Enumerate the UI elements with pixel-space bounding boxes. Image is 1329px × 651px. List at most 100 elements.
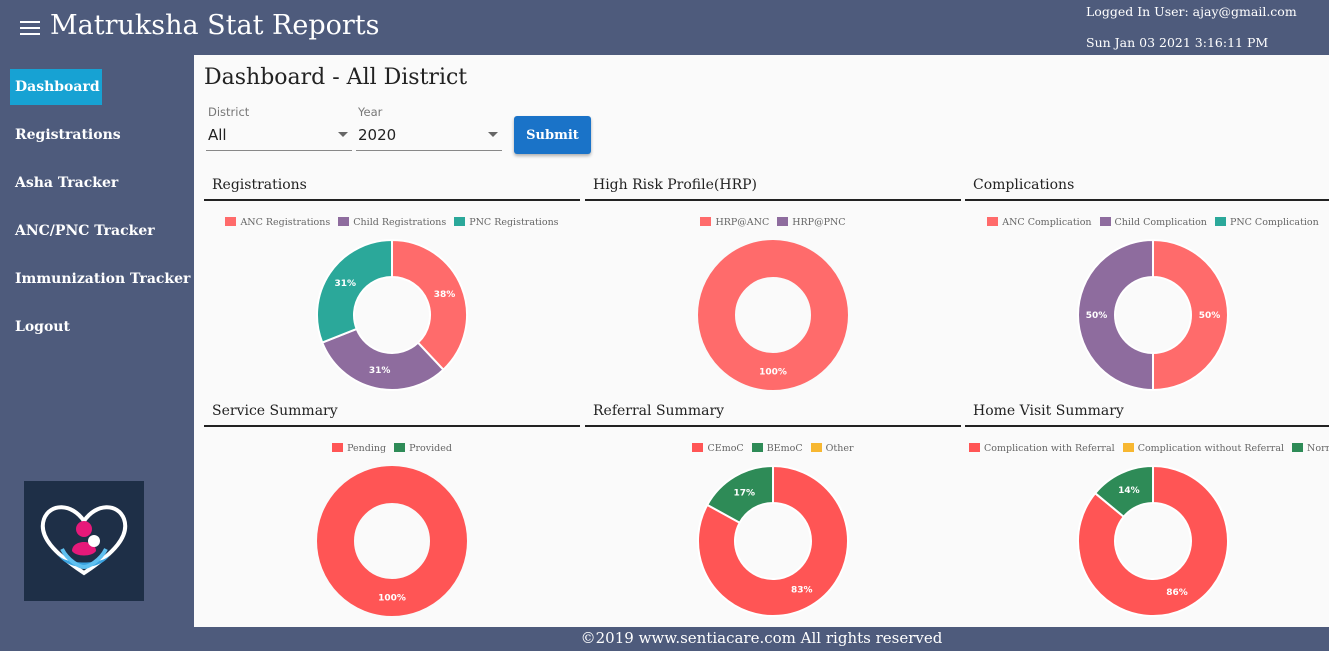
legend-item[interactable]: BEmoC <box>751 443 803 454</box>
legend-item[interactable]: HRP@PNC <box>777 217 846 228</box>
donut-slice[interactable] <box>1077 464 1229 617</box>
legend-label: Pending <box>347 443 387 454</box>
legend-swatch <box>1099 217 1111 226</box>
legend-item[interactable]: Pending <box>332 443 386 454</box>
legend-item[interactable]: Other <box>810 443 854 454</box>
slice-label: 38% <box>434 290 456 300</box>
hrp-panel: High Risk Profile(HRP) HRP@ANC HRP@PNC 100% <box>585 177 961 399</box>
donut-chart: 83% 17% <box>697 464 849 617</box>
submit-button[interactable]: Submit <box>514 116 591 154</box>
panel-divider <box>965 199 1329 201</box>
top-bar: Matruksha Stat Reports Logged In User: a… <box>0 0 1329 55</box>
chart-title: Complications <box>973 177 1075 193</box>
legend-label: CEmoC <box>707 443 744 454</box>
chart-title: Referral Summary <box>593 403 725 419</box>
heart-hands-logo-icon <box>40 505 128 576</box>
donut-chart: 38% 31% 31% <box>316 238 468 391</box>
legend-swatch <box>454 217 466 226</box>
legend-item[interactable]: HRP@ANC <box>700 217 769 228</box>
sidebar-item-dashboard[interactable]: Dashboard <box>10 69 102 105</box>
donut-chart: 100% <box>698 240 848 390</box>
legend-label: Other <box>825 443 854 454</box>
donut-slice[interactable] <box>317 466 467 616</box>
legend-swatch <box>1122 443 1134 452</box>
chart-legend: ANC Registrations Child Registrations PNC … <box>204 217 580 228</box>
chart-legend: Complication with Referral Complication w… <box>965 443 1329 454</box>
chart-title: Home Visit Summary <box>973 403 1124 419</box>
chevron-down-icon <box>488 132 498 137</box>
donut-slice[interactable] <box>1093 464 1154 519</box>
legend-label: HRP@ANC <box>715 217 770 228</box>
donut-slice[interactable] <box>698 240 848 390</box>
legend-swatch <box>394 443 406 452</box>
legend-item[interactable]: ANC Registrations <box>225 217 330 228</box>
main-content: Dashboard - All District District All Ye… <box>194 55 1329 627</box>
donut-chart: 50% 50% <box>1077 238 1229 392</box>
legend-item[interactable]: Provided <box>394 443 452 454</box>
donut-slice[interactable] <box>316 238 393 344</box>
district-label: District <box>208 105 250 119</box>
sidebar: Dashboard Registrations Asha Tracker ANC… <box>0 55 194 627</box>
legend-label: Child Registrations <box>353 217 447 228</box>
legend-label: Complication with Referral <box>984 443 1115 454</box>
sidebar-item-registrations[interactable]: Registrations <box>15 127 121 143</box>
donut-slice[interactable] <box>1152 238 1229 392</box>
donut-slice[interactable] <box>705 464 774 525</box>
slice-label: 31% <box>369 366 391 376</box>
legend-label: Normal <box>1307 443 1329 454</box>
legend-swatch <box>987 217 999 226</box>
legend-swatch <box>700 217 712 226</box>
app-title: Matruksha Stat Reports <box>50 10 380 41</box>
panel-divider <box>965 425 1329 427</box>
chart-title: High Risk Profile(HRP) <box>593 177 757 193</box>
referral-summary-panel: Referral Summary CEmoC BEmoC Other 83% 17% <box>585 403 961 625</box>
donut-slice[interactable] <box>1077 238 1154 392</box>
legend-label: HRP@PNC <box>792 217 846 228</box>
slice-label: 50% <box>1199 311 1221 321</box>
home-visit-summary-panel: Home Visit Summary Complication with Refe… <box>965 403 1329 625</box>
page-title: Dashboard - All District <box>204 65 468 90</box>
legend-item[interactable]: PNC Complication <box>1214 217 1319 228</box>
legend-item[interactable]: PNC Registrations <box>454 217 559 228</box>
chart-legend: HRP@ANC HRP@PNC <box>585 217 961 228</box>
footer: ©2019 www.sentiacare.com All rights rese… <box>194 627 1329 651</box>
legend-item[interactable]: Child Complication <box>1099 217 1207 228</box>
legend-item[interactable]: Complication without Referral <box>1122 443 1285 454</box>
legend-item[interactable]: Normal <box>1292 443 1329 454</box>
slice-label: 14% <box>1118 486 1140 496</box>
legend-label: Complication without Referral <box>1137 443 1285 454</box>
complications-panel: Complications ANC Complication Child Compl… <box>965 177 1329 399</box>
hamburger-menu-icon[interactable] <box>20 21 40 35</box>
legend-item[interactable]: CEmoC <box>692 443 744 454</box>
legend-swatch <box>1292 443 1304 452</box>
sidebar-item-immunization-tracker[interactable]: Immunization Tracker <box>15 271 191 287</box>
donut-slice[interactable] <box>697 464 849 617</box>
registrations-panel: Registrations ANC Registrations Child Regi… <box>204 177 580 399</box>
district-value: All <box>208 126 227 144</box>
year-select[interactable]: Year 2020 <box>356 105 502 151</box>
chart-legend: CEmoC BEmoC Other <box>585 443 961 454</box>
legend-swatch <box>692 443 704 452</box>
legend-swatch <box>332 443 344 452</box>
legend-item[interactable]: ANC Complication <box>987 217 1092 228</box>
donut-slice[interactable] <box>391 238 468 372</box>
sidebar-item-asha-tracker[interactable]: Asha Tracker <box>15 175 119 191</box>
logged-in-user: Logged In User: ajay@gmail.com <box>1086 4 1297 19</box>
district-select[interactable]: District All <box>206 105 352 151</box>
panel-divider <box>204 199 580 201</box>
slice-label: 50% <box>1086 311 1108 321</box>
slice-label: 86% <box>1166 588 1188 598</box>
legend-label: ANC Registrations <box>240 217 331 228</box>
legend-label: ANC Complication <box>1002 217 1092 228</box>
legend-swatch <box>1214 217 1226 226</box>
donut-slice[interactable] <box>320 327 445 391</box>
sidebar-item-anc-pnc-tracker[interactable]: ANC/PNC Tracker <box>15 223 155 239</box>
legend-label: PNC Complication <box>1229 217 1319 228</box>
legend-item[interactable]: Complication with Referral <box>969 443 1115 454</box>
sidebar-item-logout[interactable]: Logout <box>15 319 70 335</box>
slice-label: 100% <box>759 368 787 378</box>
legend-swatch <box>225 217 237 226</box>
legend-label: Provided <box>409 443 452 454</box>
legend-item[interactable]: Child Registrations <box>338 217 446 228</box>
chart-title: Service Summary <box>212 403 338 419</box>
